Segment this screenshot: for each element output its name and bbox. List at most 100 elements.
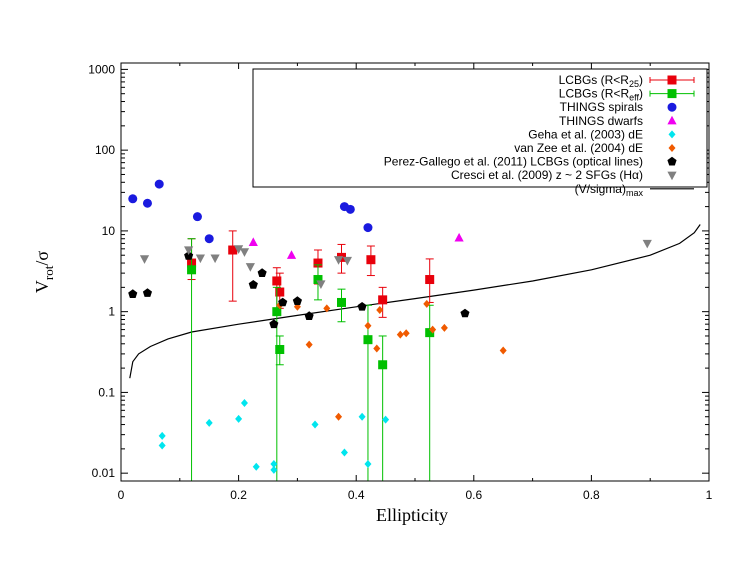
legend-item-v-sigma-max: (V/sigma)max xyxy=(575,182,694,198)
cresci-series xyxy=(139,239,652,290)
lcbg-r25-point xyxy=(425,275,435,285)
x-tick-label: 0.6 xyxy=(465,488,482,502)
lcbg-reff-series xyxy=(187,238,435,481)
vanzee-point xyxy=(402,329,410,338)
v-sigma-max-curve xyxy=(129,224,701,379)
vanzee-point xyxy=(335,412,343,421)
y-tick-label: 1 xyxy=(108,305,115,319)
geha-point xyxy=(158,441,166,450)
x-tick-label: 0.4 xyxy=(348,488,365,502)
vanzee-point xyxy=(376,305,384,314)
ticks-layer: 0 0.2 0.4 0.6 0.8 1 0.01 0.1 1 10 100 1000 xyxy=(88,62,712,502)
vanzee-point xyxy=(429,325,437,334)
legend-item-perez: Perez-Gallego et al. (2011) LCBGs (optic… xyxy=(384,155,677,169)
vanzee-point xyxy=(305,340,313,349)
vanzee-point xyxy=(423,299,431,308)
y-axis-title-sub: rot xyxy=(41,265,56,280)
things-spirals-point xyxy=(128,194,138,204)
legend-marker xyxy=(667,115,677,125)
legend-marker xyxy=(667,156,677,166)
things-spirals-point xyxy=(192,212,202,222)
y-tick-label: 1000 xyxy=(88,62,115,76)
lcbg-reff-point xyxy=(337,297,346,307)
things-spirals-point xyxy=(142,198,152,208)
things-spirals-series xyxy=(128,179,373,244)
legend-label: LCBGs (R<Reff) xyxy=(559,87,643,103)
lcbg-r25-point xyxy=(272,276,282,286)
things-spirals-point xyxy=(345,204,355,214)
vanzee-point xyxy=(440,323,448,332)
legend-marker xyxy=(668,144,676,152)
cresci-point xyxy=(316,280,326,290)
geha-point xyxy=(340,448,348,457)
cresci-point xyxy=(139,255,150,264)
legend-label: Perez-Gallego et al. (2011) LCBGs (optic… xyxy=(384,155,643,169)
perez-point xyxy=(184,251,194,260)
y-axis-title: Vrot/σ xyxy=(32,251,56,293)
geha-point xyxy=(252,462,260,471)
y-tick-label: 0.01 xyxy=(92,466,116,480)
cresci-point xyxy=(245,263,255,272)
things-dwarfs-point xyxy=(454,232,464,242)
legend-item-things-spirals: THINGS spirals xyxy=(560,100,677,114)
perez-point xyxy=(278,297,288,307)
y-axis-title-tail: /σ xyxy=(32,251,52,266)
legend: LCBGs (R<R25)LCBGs (R<Reff)THINGS spiral… xyxy=(252,68,708,198)
cresci-point xyxy=(642,239,652,249)
cresci-point xyxy=(195,254,205,264)
lcbg-r25-series xyxy=(187,230,435,318)
perez-point xyxy=(460,308,470,318)
legend-label: THINGS dwarfs xyxy=(559,114,643,128)
things-spirals-point xyxy=(154,179,164,189)
perez-point xyxy=(142,288,152,297)
cresci-point xyxy=(239,248,250,257)
cresci-point xyxy=(342,256,352,266)
cresci-point xyxy=(210,254,220,264)
perez-point xyxy=(304,311,314,320)
lcbg-r25-point xyxy=(378,295,388,305)
things-dwarfs-series xyxy=(248,232,464,259)
perez-point xyxy=(269,319,279,329)
legend-marker xyxy=(667,102,677,112)
lcbg-r25-point xyxy=(366,255,376,265)
vanzee-series xyxy=(276,299,507,421)
vanzee-point xyxy=(499,346,507,355)
lcbg-reff-point xyxy=(425,328,435,338)
cresci-point xyxy=(333,256,344,265)
lcbg-reff-point xyxy=(187,265,197,275)
legend-label: LCBGs (R<R25) xyxy=(559,73,643,89)
y-tick-label: 0.1 xyxy=(98,385,115,399)
y-tick-label: 100 xyxy=(95,143,115,157)
legend-marker xyxy=(667,89,677,99)
legend-label: Geha et al. (2003) dE xyxy=(528,127,643,141)
geha-point xyxy=(158,431,166,440)
cresci-point xyxy=(234,245,244,254)
lcbg-r25-point xyxy=(275,287,285,297)
things-spirals-point xyxy=(204,234,214,244)
curve-layer xyxy=(129,224,701,379)
cresci-point xyxy=(184,246,194,256)
lcbg-r25-point xyxy=(228,245,238,255)
lcbg-reff-point xyxy=(272,307,282,317)
legend-label: van Zee et al. (2004) dE xyxy=(514,141,643,155)
vanzee-point xyxy=(373,344,381,353)
vanzee-point xyxy=(364,321,372,330)
things-dwarfs-point xyxy=(286,250,297,259)
perez-point xyxy=(357,302,367,311)
geha-point xyxy=(205,418,213,427)
perez-point xyxy=(292,296,302,305)
y-tick-label: 10 xyxy=(102,224,116,238)
x-axis-title: Ellipticity xyxy=(376,505,448,525)
lcbg-reff-point xyxy=(313,275,323,285)
geha-point xyxy=(240,398,248,407)
perez-point xyxy=(257,268,267,277)
perez-point xyxy=(248,280,258,289)
legend-label: Cresci et al. (2009) z ~ 2 SFGs (Hα) xyxy=(451,168,643,182)
x-tick-label: 0.2 xyxy=(230,488,247,502)
geha-point xyxy=(364,459,372,468)
vanzee-point xyxy=(323,304,331,313)
lcbg-r25-point xyxy=(313,258,323,268)
geha-point xyxy=(311,420,319,429)
geha-series xyxy=(158,398,390,474)
x-tick-label: 0 xyxy=(118,488,125,502)
